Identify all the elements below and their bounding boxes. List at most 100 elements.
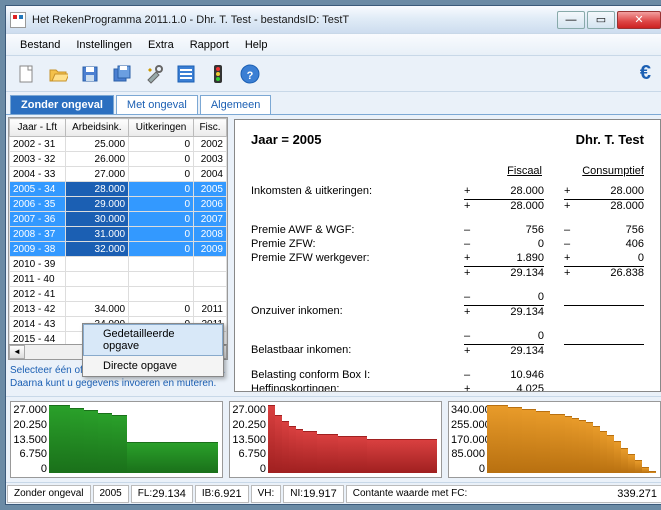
report-year: Jaar = 2005	[251, 132, 321, 147]
table-row[interactable]: 2006 - 3529.00002006	[10, 197, 227, 212]
chart-1: 27.000 20.250 13.500 6.750 0	[229, 401, 442, 478]
report-label: Inkomsten & uitkeringen:	[251, 185, 444, 197]
tab-met-ongeval[interactable]: Met ongeval	[116, 95, 198, 114]
report-label	[251, 291, 444, 303]
new-icon[interactable]	[12, 60, 40, 88]
axis-label: 85.000	[451, 448, 485, 460]
report-value: +1.890	[464, 252, 544, 264]
axis-label: 6.750	[13, 448, 47, 460]
title-bar[interactable]: Het RekenProgramma 2011.1.0 - Dhr. T. Te…	[6, 6, 661, 34]
table-row[interactable]: 2009 - 3832.00002009	[10, 242, 227, 257]
menu-extra[interactable]: Extra	[140, 37, 182, 53]
euro-icon[interactable]: €	[640, 62, 659, 85]
maximize-button[interactable]: ▭	[587, 11, 615, 29]
charts-row: 27.00020.25013.5006.750027.00020.25013.5…	[6, 396, 661, 482]
menu-rapport[interactable]: Rapport	[182, 37, 237, 53]
close-button[interactable]: ✕	[617, 11, 661, 29]
report-value: +4.025	[464, 383, 544, 392]
table-row[interactable]: 2010 - 39	[10, 257, 227, 272]
report-label: Belastbaar inkomen:	[251, 344, 444, 357]
report-label	[251, 330, 444, 342]
open-icon[interactable]	[44, 60, 72, 88]
table-row[interactable]: 2004 - 3327.00002004	[10, 167, 227, 182]
tools-icon[interactable]	[140, 60, 168, 88]
report-value	[564, 383, 644, 392]
report-view: Jaar = 2005Dhr. T. TestFiscaalConsumptie…	[234, 119, 661, 392]
report-value: +0	[564, 252, 644, 264]
status-bar: Zonder ongeval2005FL: 29.134IB: 6.921VH:…	[6, 482, 661, 504]
report-value	[564, 344, 644, 357]
help-icon[interactable]: ?	[236, 60, 264, 88]
table-row[interactable]: 2011 - 40	[10, 272, 227, 287]
column-header[interactable]: Uitkeringen	[129, 119, 194, 137]
menu-instellingen[interactable]: Instellingen	[68, 37, 140, 53]
table-row[interactable]: 2007 - 3630.00002007	[10, 212, 227, 227]
context-item[interactable]: Gedetailleerde opgave	[83, 324, 223, 356]
axis-label: 340.000	[451, 404, 485, 416]
axis-label: 20.250	[232, 419, 266, 431]
toolbar: ?€	[6, 56, 661, 92]
tab-algemeen[interactable]: Algemeen	[200, 95, 272, 114]
tab-strip: Zonder ongevalMet ongevalAlgemeen	[6, 92, 661, 114]
axis-label: 13.500	[232, 434, 266, 446]
traffic-icon[interactable]	[204, 60, 232, 88]
table-row[interactable]: 2005 - 3428.00002005	[10, 182, 227, 197]
report-label	[251, 266, 444, 279]
report-label: Belasting conform Box I:	[251, 369, 444, 381]
list-icon[interactable]	[172, 60, 200, 88]
table-row[interactable]: 2003 - 3226.00002003	[10, 152, 227, 167]
column-header[interactable]: Fisc.	[194, 119, 227, 137]
chart-0: 27.00020.25013.5006.7500	[10, 401, 223, 478]
app-window: Het RekenProgramma 2011.1.0 - Dhr. T. Te…	[5, 5, 661, 505]
report-value: +28.000	[464, 185, 544, 197]
axis-label: 13.500	[13, 434, 47, 446]
report-col-head: Fiscaal	[476, 165, 542, 177]
report-value	[564, 305, 644, 318]
report-value: –0	[464, 330, 544, 342]
report-value: –406	[564, 238, 644, 250]
menu-bar: BestandInstellingenExtraRapportHelp	[6, 34, 661, 56]
report-value: –10.946	[464, 369, 544, 381]
axis-label: 20.250	[13, 419, 47, 431]
axis-label: 0	[232, 463, 266, 475]
tab-zonder-ongeval[interactable]: Zonder ongeval	[10, 95, 114, 114]
report-value: –0	[464, 238, 544, 250]
column-header[interactable]: Jaar - Lft	[10, 119, 66, 137]
report-value: +28.000	[564, 185, 644, 197]
report-value: +26.838	[564, 266, 644, 279]
axis-label: 170.000	[451, 434, 485, 446]
report-value: +29.134	[464, 344, 544, 357]
report-value: +29.134	[464, 305, 544, 318]
report-value: –0	[464, 291, 544, 303]
table-row[interactable]: 2008 - 3731.00002008	[10, 227, 227, 242]
report-value: –756	[464, 224, 544, 236]
table-row[interactable]: 2002 - 3125.00002002	[10, 137, 227, 152]
save-icon[interactable]	[76, 60, 104, 88]
window-title: Het RekenProgramma 2011.1.0 - Dhr. T. Te…	[32, 14, 555, 26]
context-item[interactable]: Directe opgave	[83, 356, 223, 376]
context-menu[interactable]: Gedetailleerde opgaveDirecte opgave	[82, 323, 224, 377]
app-icon	[10, 12, 26, 28]
report-value: +28.000	[564, 199, 644, 212]
right-pane: Jaar = 2005Dhr. T. TestFiscaalConsumptie…	[230, 115, 661, 396]
report-value	[564, 291, 644, 303]
axis-label: 6.750	[232, 448, 266, 460]
menu-bestand[interactable]: Bestand	[12, 37, 68, 53]
svg-text:?: ?	[247, 70, 254, 82]
menu-help[interactable]: Help	[237, 37, 276, 53]
column-header[interactable]: Arbeidsink.	[65, 119, 129, 137]
chart-2: 340.000255.000170.00085.0000	[448, 401, 661, 478]
report-value	[564, 369, 644, 381]
report-value: –756	[564, 224, 644, 236]
axis-label: 255.000	[451, 419, 485, 431]
axis-label: 0	[13, 463, 47, 475]
scroll-left-icon[interactable]: ◄	[9, 345, 25, 359]
report-label: Onzuiver inkomen:	[251, 305, 444, 318]
table-row[interactable]: 2013 - 4234.00002011	[10, 302, 227, 317]
table-row[interactable]: 2012 - 41	[10, 287, 227, 302]
report-label: Premie ZFW werkgever:	[251, 252, 444, 264]
spreadsheet[interactable]: Jaar - LftArbeidsink.UitkeringenFisc.200…	[8, 117, 228, 345]
axis-label: 27.000	[232, 404, 266, 416]
save2-icon[interactable]	[108, 60, 136, 88]
minimize-button[interactable]: —	[557, 11, 585, 29]
